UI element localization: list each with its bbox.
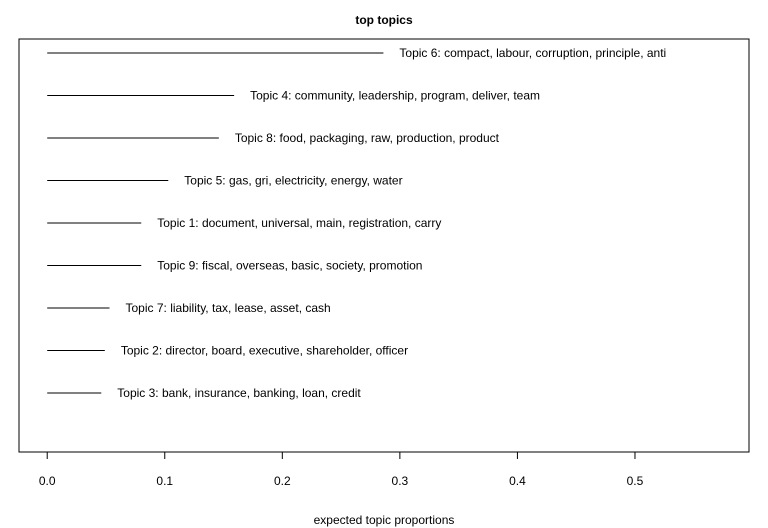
x-tick-label: 0.4 bbox=[509, 474, 526, 488]
x-tick-label: 0.3 bbox=[392, 474, 409, 488]
topic-label: Topic 7: liability, tax, lease, asset, c… bbox=[126, 301, 331, 315]
topic-label: Topic 2: director, board, executive, sha… bbox=[121, 344, 408, 358]
x-tick-label: 0.1 bbox=[156, 474, 173, 488]
topic-label: Topic 4: community, leadership, program,… bbox=[250, 89, 540, 103]
topic-label: Topic 3: bank, insurance, banking, loan,… bbox=[117, 386, 361, 400]
x-tick-label: 0.0 bbox=[39, 474, 56, 488]
topic-label: Topic 9: fiscal, overseas, basic, societ… bbox=[157, 259, 422, 273]
topic-marks: Topic 6: compact, labour, corruption, pr… bbox=[47, 46, 666, 400]
x-tick-label: 0.2 bbox=[274, 474, 291, 488]
x-axis: 0.0 0.1 0.2 0.3 0.4 0.5 bbox=[39, 451, 644, 488]
topic-label: Topic 8: food, packaging, raw, productio… bbox=[235, 131, 500, 145]
x-axis-label: expected topic proportions bbox=[314, 513, 455, 527]
topic-label: Topic 1: document, universal, main, regi… bbox=[157, 216, 441, 230]
topic-label: Topic 5: gas, gri, electricity, energy, … bbox=[184, 174, 402, 188]
x-tick-label: 0.5 bbox=[627, 474, 644, 488]
topic-label: Topic 6: compact, labour, corruption, pr… bbox=[399, 46, 666, 60]
chart-title: top topics bbox=[355, 13, 413, 27]
